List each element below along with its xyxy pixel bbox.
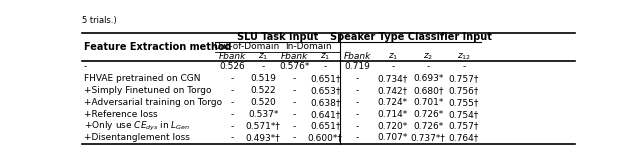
Text: Feature Extraction method: Feature Extraction method — [84, 42, 232, 52]
Text: -: - — [356, 74, 359, 83]
Text: 0.653†: 0.653† — [310, 86, 340, 95]
Text: 0.714*: 0.714* — [378, 110, 408, 119]
Text: 0.522: 0.522 — [250, 86, 276, 95]
Text: 0.520: 0.520 — [250, 98, 276, 107]
Text: 0.756†: 0.756† — [449, 86, 479, 95]
Text: 0.680†: 0.680† — [413, 86, 444, 95]
Text: Fbank: Fbank — [218, 52, 246, 61]
Text: 0.742†: 0.742† — [378, 86, 408, 95]
Text: -: - — [262, 62, 265, 72]
Text: Fbank: Fbank — [280, 52, 308, 61]
Text: -: - — [230, 98, 234, 107]
Text: $z_2$: $z_2$ — [423, 51, 433, 62]
Text: 0.764†: 0.764† — [449, 133, 479, 142]
Text: 0.719: 0.719 — [344, 62, 371, 72]
Text: $z_1$: $z_1$ — [388, 51, 398, 62]
Text: -: - — [356, 86, 359, 95]
Text: $z_{12}$: $z_{12}$ — [456, 51, 471, 62]
Text: -: - — [292, 110, 296, 119]
Text: Out-of-Domain: Out-of-Domain — [213, 42, 280, 51]
Text: 0.726*: 0.726* — [413, 122, 444, 131]
Text: 0.737*†: 0.737*† — [411, 133, 445, 142]
Text: 5 trials.): 5 trials.) — [83, 16, 117, 25]
Text: +Reference loss: +Reference loss — [84, 110, 157, 119]
Text: 0.493*†: 0.493*† — [246, 133, 280, 142]
Text: 0.724*: 0.724* — [378, 98, 408, 107]
Text: 0.701*: 0.701* — [413, 98, 444, 107]
Text: $z_1$: $z_1$ — [320, 51, 330, 62]
Text: 0.638†: 0.638† — [310, 98, 340, 107]
Text: +Simply Finetuned on Torgo: +Simply Finetuned on Torgo — [84, 86, 211, 95]
Text: +Adversarial training on Torgo: +Adversarial training on Torgo — [84, 98, 222, 107]
Text: 0.707*: 0.707* — [378, 133, 408, 142]
Text: -: - — [356, 133, 359, 142]
Text: 0.519: 0.519 — [250, 74, 276, 83]
Text: +Only use $CE_{dys}$ in $L_{Gen}$: +Only use $CE_{dys}$ in $L_{Gen}$ — [84, 120, 190, 133]
Text: 0.576*: 0.576* — [279, 62, 310, 72]
Text: Fbank: Fbank — [344, 52, 371, 61]
Text: -: - — [230, 122, 234, 131]
Text: -: - — [230, 86, 234, 95]
Text: -: - — [230, 133, 234, 142]
Text: 0.651†: 0.651† — [310, 74, 340, 83]
Text: 0.641†: 0.641† — [310, 110, 340, 119]
Text: 0.571*†: 0.571*† — [246, 122, 281, 131]
Text: 0.537*: 0.537* — [248, 110, 278, 119]
Text: 0.757†: 0.757† — [449, 74, 479, 83]
Text: -: - — [292, 98, 296, 107]
Text: -: - — [462, 62, 465, 72]
Text: SLU Task Input: SLU Task Input — [237, 32, 318, 42]
Text: 0.734†: 0.734† — [378, 74, 408, 83]
Text: 0.754†: 0.754† — [449, 110, 479, 119]
Text: -: - — [427, 62, 430, 72]
Text: -: - — [391, 62, 394, 72]
Text: 0.651†: 0.651† — [310, 122, 340, 131]
Text: -: - — [292, 133, 296, 142]
Text: -: - — [324, 62, 327, 72]
Text: Speaker Type Classifier Input: Speaker Type Classifier Input — [330, 32, 492, 42]
Text: 0.693*: 0.693* — [413, 74, 444, 83]
Text: FHVAE pretrained on CGN: FHVAE pretrained on CGN — [84, 74, 200, 83]
Text: +Disentanglement loss: +Disentanglement loss — [84, 133, 190, 142]
Text: -: - — [292, 122, 296, 131]
Text: -: - — [356, 122, 359, 131]
Text: -: - — [230, 74, 234, 83]
Text: -: - — [356, 110, 359, 119]
Text: -: - — [84, 62, 87, 72]
Text: In-Domain: In-Domain — [285, 42, 332, 51]
Text: 0.755†: 0.755† — [449, 98, 479, 107]
Text: -: - — [356, 98, 359, 107]
Text: 0.720*: 0.720* — [378, 122, 408, 131]
Text: 0.726*: 0.726* — [413, 110, 444, 119]
Text: $z_1$: $z_1$ — [258, 51, 268, 62]
Text: 0.757†: 0.757† — [449, 122, 479, 131]
Text: -: - — [292, 86, 296, 95]
Text: 0.526: 0.526 — [220, 62, 245, 72]
Text: 0.600*†: 0.600*† — [308, 133, 343, 142]
Text: -: - — [292, 74, 296, 83]
Text: -: - — [230, 110, 234, 119]
